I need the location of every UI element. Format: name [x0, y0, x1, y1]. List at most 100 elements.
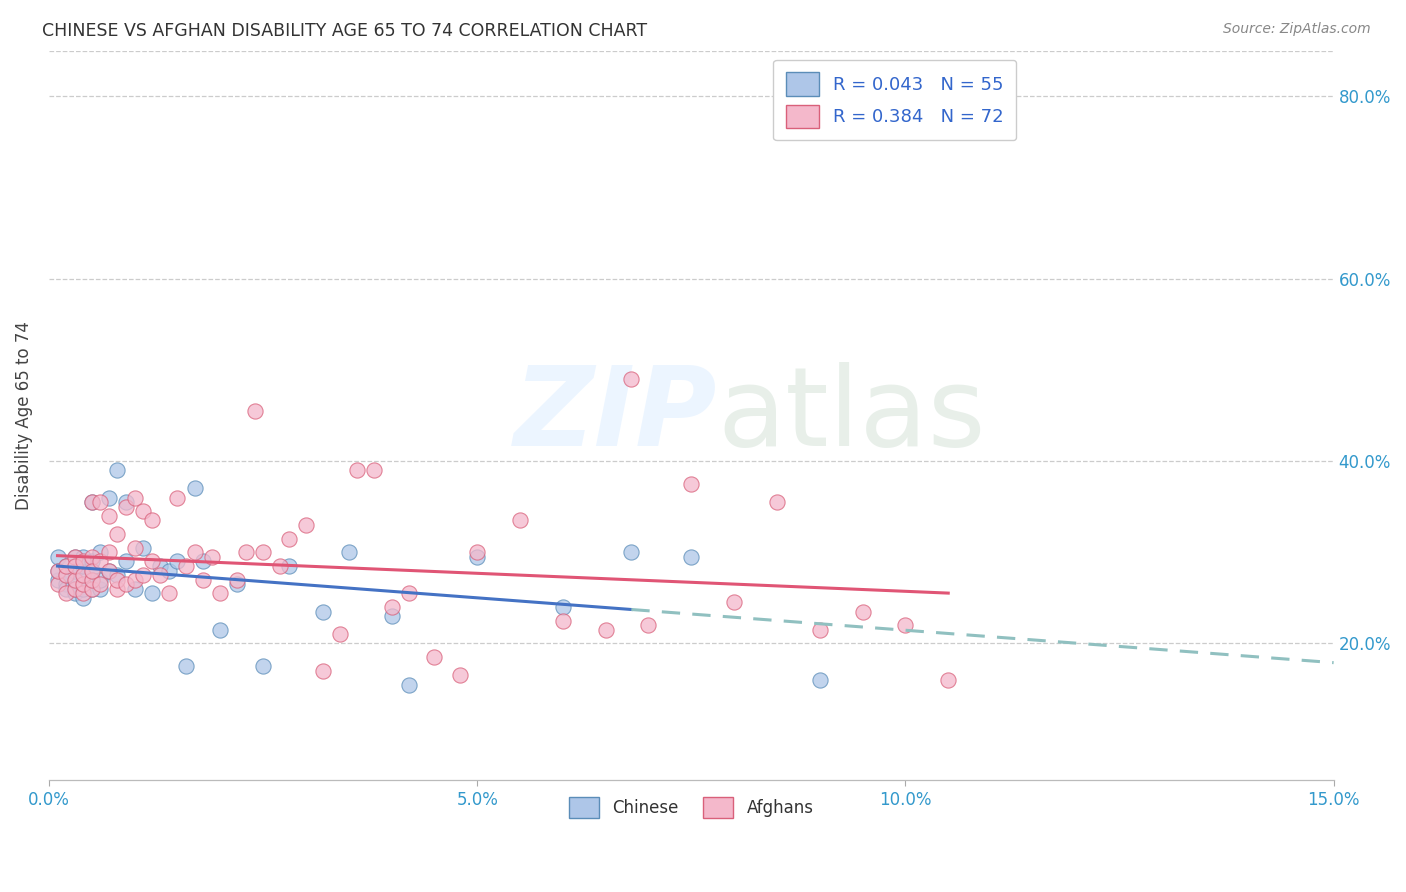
- Point: [63, 573, 86, 587]
- Point: [89, 573, 111, 587]
- Point: [465, 549, 488, 564]
- Point: [80, 573, 103, 587]
- Point: [46, 577, 69, 591]
- Point: [115, 577, 138, 591]
- Point: [115, 500, 138, 514]
- Point: [80, 554, 103, 568]
- Point: [277, 532, 299, 546]
- Point: [329, 627, 352, 641]
- Point: [295, 517, 318, 532]
- Point: [107, 568, 129, 582]
- Point: [380, 609, 402, 624]
- Point: [277, 559, 299, 574]
- Point: [107, 463, 129, 477]
- Point: [55, 568, 77, 582]
- Point: [269, 559, 291, 574]
- Point: [63, 564, 86, 578]
- Point: [852, 605, 875, 619]
- Point: [63, 586, 86, 600]
- Point: [595, 623, 617, 637]
- Point: [63, 559, 86, 574]
- Point: [398, 586, 420, 600]
- Point: [183, 545, 205, 559]
- Point: [132, 568, 155, 582]
- Point: [894, 618, 917, 632]
- Point: [63, 573, 86, 587]
- Point: [72, 591, 94, 605]
- Point: [97, 508, 120, 523]
- Y-axis label: Disability Age 65 to 74: Disability Age 65 to 74: [15, 321, 32, 510]
- Point: [141, 554, 163, 568]
- Point: [243, 404, 266, 418]
- Point: [157, 564, 180, 578]
- Point: [183, 482, 205, 496]
- Point: [226, 577, 249, 591]
- Point: [681, 476, 703, 491]
- Point: [55, 586, 77, 600]
- Point: [89, 577, 111, 591]
- Point: [191, 554, 214, 568]
- Point: [132, 504, 155, 518]
- Point: [380, 600, 402, 615]
- Legend: Chinese, Afghans: Chinese, Afghans: [561, 789, 823, 827]
- Point: [346, 463, 368, 477]
- Point: [124, 573, 146, 587]
- Point: [63, 559, 86, 574]
- Point: [72, 582, 94, 596]
- Point: [80, 495, 103, 509]
- Point: [107, 527, 129, 541]
- Text: CHINESE VS AFGHAN DISABILITY AGE 65 TO 74 CORRELATION CHART: CHINESE VS AFGHAN DISABILITY AGE 65 TO 7…: [42, 22, 647, 40]
- Point: [89, 545, 111, 559]
- Point: [97, 545, 120, 559]
- Point: [46, 564, 69, 578]
- Point: [166, 554, 188, 568]
- Point: [149, 559, 172, 574]
- Point: [80, 564, 103, 578]
- Point: [55, 568, 77, 582]
- Point: [72, 577, 94, 591]
- Point: [55, 559, 77, 574]
- Text: Source: ZipAtlas.com: Source: ZipAtlas.com: [1223, 22, 1371, 37]
- Point: [149, 568, 172, 582]
- Point: [46, 549, 69, 564]
- Point: [72, 549, 94, 564]
- Point: [124, 582, 146, 596]
- Point: [115, 554, 138, 568]
- Point: [46, 564, 69, 578]
- Point: [808, 673, 831, 687]
- Point: [723, 595, 745, 609]
- Point: [166, 491, 188, 505]
- Point: [620, 545, 643, 559]
- Point: [124, 491, 146, 505]
- Point: [551, 600, 574, 615]
- Point: [337, 545, 360, 559]
- Point: [63, 549, 86, 564]
- Point: [252, 659, 274, 673]
- Point: [766, 495, 789, 509]
- Point: [637, 618, 659, 632]
- Point: [235, 545, 257, 559]
- Point: [620, 372, 643, 386]
- Text: ZIP: ZIP: [513, 362, 717, 469]
- Point: [63, 549, 86, 564]
- Point: [312, 664, 335, 678]
- Point: [551, 614, 574, 628]
- Text: atlas: atlas: [717, 362, 986, 469]
- Point: [72, 586, 94, 600]
- Point: [141, 586, 163, 600]
- Point: [174, 659, 197, 673]
- Point: [115, 495, 138, 509]
- Point: [509, 513, 531, 527]
- Point: [465, 545, 488, 559]
- Point: [312, 605, 335, 619]
- Point: [80, 495, 103, 509]
- Point: [808, 623, 831, 637]
- Point: [97, 564, 120, 578]
- Point: [449, 668, 471, 682]
- Point: [63, 582, 86, 596]
- Point: [55, 559, 77, 574]
- Point: [46, 573, 69, 587]
- Point: [89, 554, 111, 568]
- Point: [363, 463, 385, 477]
- Point: [55, 582, 77, 596]
